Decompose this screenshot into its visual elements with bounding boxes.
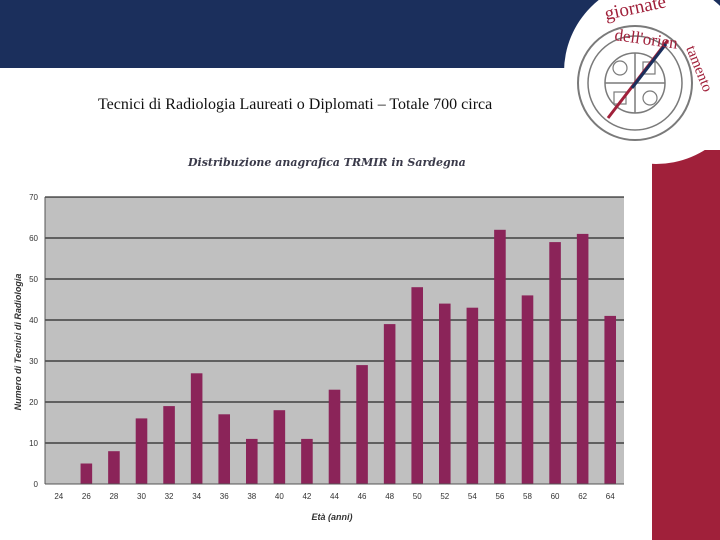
bar	[521, 295, 534, 484]
x-tick-label: 28	[109, 492, 118, 501]
x-tick-label: 44	[330, 492, 339, 501]
x-tick-label: 38	[247, 492, 256, 501]
y-tick-label: 60	[29, 234, 38, 243]
y-tick-label: 20	[29, 398, 38, 407]
bar	[245, 438, 258, 484]
bar	[190, 373, 203, 484]
x-tick-label: 50	[413, 492, 422, 501]
bar	[328, 389, 341, 484]
x-tick-label: 54	[468, 492, 477, 501]
bar	[356, 365, 368, 484]
x-tick-label: 32	[165, 492, 174, 501]
bar	[438, 303, 451, 484]
x-tick-label: 42	[302, 492, 311, 501]
x-tick-label: 52	[440, 492, 449, 501]
bar	[466, 307, 479, 484]
bar	[273, 410, 286, 484]
bar-plot: 0 10 20 30 40 50 60 70 24 26 28 30 32 34 36 38 40 42 44 46 4…	[29, 193, 624, 501]
x-tick-label: 30	[137, 492, 146, 501]
y-tick-label: 30	[29, 357, 38, 366]
x-tick-label: 64	[606, 492, 615, 501]
bar	[108, 451, 120, 484]
slide-title: Tecnici di Radiologia Laureati o Diploma…	[98, 96, 493, 113]
bar	[411, 287, 424, 484]
chart-title: Distribuzione anagrafica TRMIR in Sardeg…	[188, 156, 466, 169]
bar	[494, 229, 506, 484]
y-tick-label: 10	[29, 439, 38, 448]
y-tick-label: 40	[29, 316, 38, 325]
bar	[301, 438, 313, 484]
x-tick-label: 26	[82, 492, 91, 501]
x-tick-label: 56	[495, 492, 504, 501]
x-tick-label: 36	[220, 492, 229, 501]
x-axis-label: Età (anni)	[311, 512, 353, 522]
y-tick-label: 0	[34, 480, 39, 489]
bar	[135, 418, 148, 484]
bar	[549, 242, 561, 484]
bar	[218, 414, 231, 484]
y-tick-label: 70	[29, 193, 38, 202]
x-tick-label: 48	[385, 492, 394, 501]
x-tick-label: 40	[275, 492, 284, 501]
bar	[80, 463, 93, 484]
y-tick-label: 50	[29, 275, 38, 284]
x-tick-label: 34	[192, 492, 201, 501]
side-band	[652, 150, 720, 540]
bar	[604, 315, 617, 484]
age-distribution-chart: Distribuzione anagrafica TRMIR in Sardeg…	[0, 150, 650, 530]
x-tick-label: 46	[358, 492, 367, 501]
bar	[383, 324, 396, 484]
x-tick-label: 62	[578, 492, 587, 501]
x-tick-label: 24	[54, 492, 63, 501]
bar	[576, 233, 589, 484]
x-tick-label: 58	[523, 492, 532, 501]
x-tick-label: 60	[551, 492, 560, 501]
university-logo: giornate dell'orien tamento	[564, 0, 720, 164]
bar	[163, 406, 175, 484]
